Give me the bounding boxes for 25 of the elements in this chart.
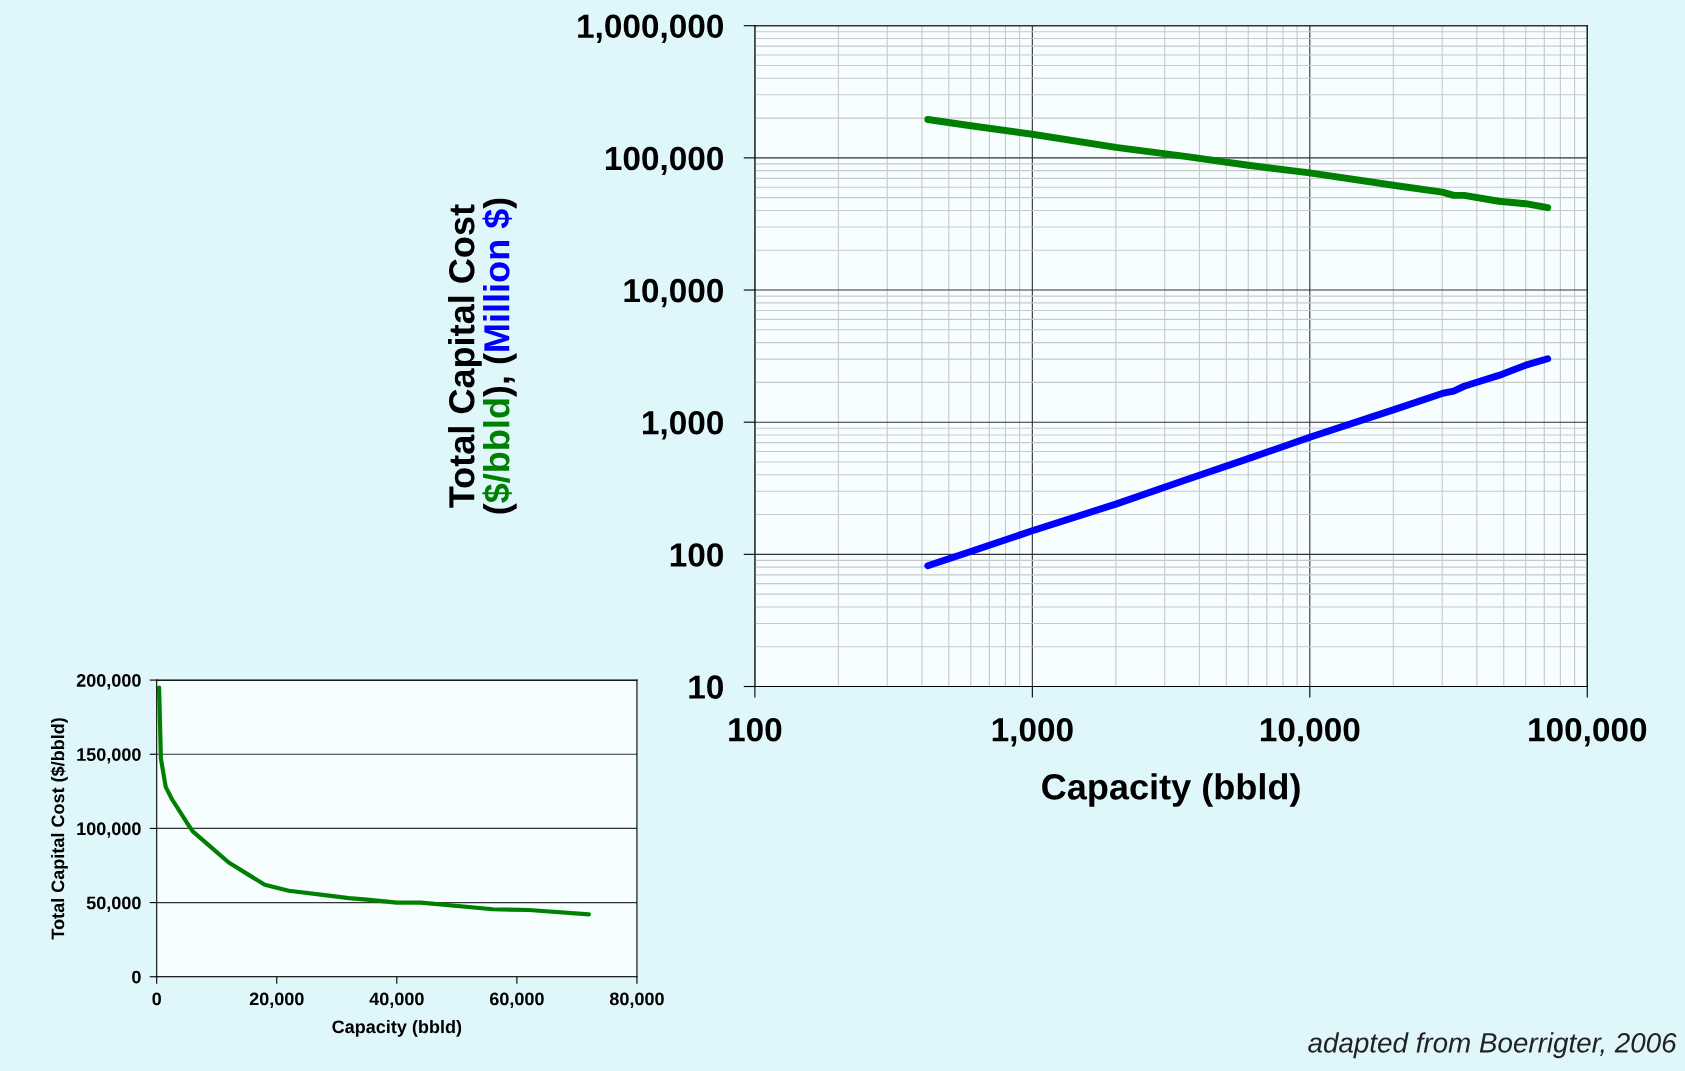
- x-tick-label: 80,000: [609, 992, 664, 1008]
- y-tick-label: 50,000: [86, 896, 141, 912]
- y-axis-title: Total Capital Cost ($/bbld): [50, 718, 68, 940]
- x-tick-label: 20,000: [249, 992, 304, 1008]
- x-tick-label: 10,000: [1260, 717, 1360, 747]
- x-axis-title: Capacity (bbld): [332, 1019, 462, 1037]
- y-tick-label: 100,000: [605, 146, 723, 176]
- x-axis-title: Capacity (bbld): [1042, 773, 1300, 807]
- y-tick-label: 10,000: [624, 278, 723, 308]
- y-tick-label: 1,000: [643, 410, 723, 440]
- y-tick-label: 100: [670, 543, 723, 567]
- y-tick-label: 0: [132, 970, 141, 984]
- x-tick-label: 40,000: [369, 992, 424, 1008]
- y-tick-label: 1,000,000: [578, 14, 723, 43]
- y-tick-label: 200,000: [76, 674, 141, 690]
- x-tick-label: 100: [729, 717, 782, 742]
- y-tick-label: 10: [689, 675, 723, 699]
- text: adapted from Boerrigter, 2006: [1308, 1032, 1677, 1059]
- x-tick-label: 1,000: [992, 717, 1073, 747]
- x-tick-label: 100,000: [1529, 717, 1647, 747]
- x-tick-label: 0: [152, 992, 161, 1006]
- y-tick-label: 100,000: [77, 822, 141, 838]
- line-series: [157, 685, 591, 917]
- x-tick-label: 60,000: [489, 992, 544, 1008]
- y-tick-label: 150,000: [77, 748, 141, 764]
